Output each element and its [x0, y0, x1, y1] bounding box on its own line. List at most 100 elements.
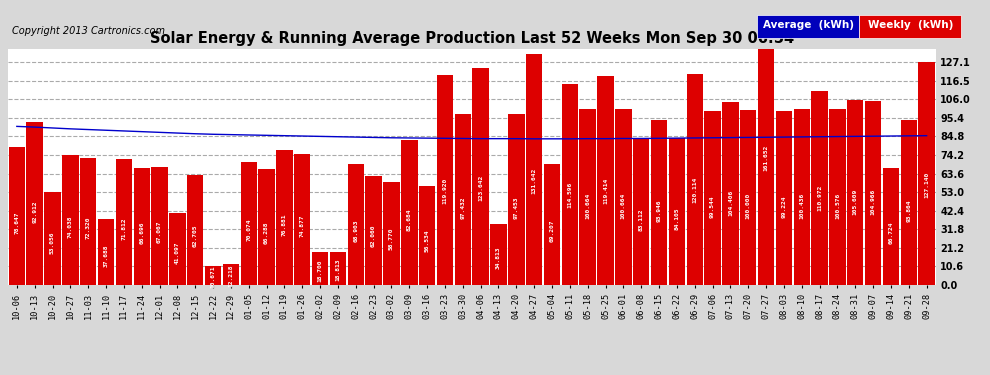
Text: 104.966: 104.966 — [870, 189, 875, 215]
Bar — [544, 164, 560, 285]
Text: 53.056: 53.056 — [50, 232, 55, 254]
Bar — [116, 159, 132, 285]
Text: 62.060: 62.060 — [371, 225, 376, 247]
Bar — [830, 109, 845, 285]
Text: Weekly  (kWh): Weekly (kWh) — [868, 20, 953, 30]
Text: 66.724: 66.724 — [888, 221, 893, 244]
Bar — [98, 219, 114, 285]
Bar — [741, 110, 756, 285]
Bar — [883, 168, 899, 285]
Bar — [812, 90, 828, 285]
Text: 99.544: 99.544 — [710, 195, 715, 218]
Bar — [704, 111, 721, 285]
Bar — [579, 109, 596, 285]
Bar — [901, 120, 917, 285]
Text: 66.288: 66.288 — [264, 222, 269, 244]
Text: 97.453: 97.453 — [514, 197, 519, 219]
Bar — [615, 109, 632, 285]
Bar — [597, 76, 614, 285]
Text: 123.642: 123.642 — [478, 174, 483, 201]
Bar — [365, 176, 382, 285]
Bar — [223, 264, 240, 285]
Text: 119.920: 119.920 — [443, 177, 447, 204]
Text: 97.432: 97.432 — [460, 197, 465, 219]
Text: 99.224: 99.224 — [781, 195, 786, 218]
Text: 100.000: 100.000 — [745, 193, 750, 219]
Text: 74.038: 74.038 — [68, 215, 73, 238]
Text: 161.652: 161.652 — [763, 144, 768, 171]
Bar — [205, 266, 222, 285]
Bar — [919, 62, 935, 285]
Text: 67.067: 67.067 — [157, 221, 162, 243]
Text: 70.074: 70.074 — [247, 219, 251, 241]
Text: 100.664: 100.664 — [621, 192, 626, 219]
Text: 62.705: 62.705 — [193, 224, 198, 247]
Text: 41.097: 41.097 — [175, 242, 180, 264]
Text: 76.881: 76.881 — [282, 213, 287, 236]
Text: 72.320: 72.320 — [86, 217, 91, 239]
Bar — [437, 75, 453, 285]
Text: 100.576: 100.576 — [835, 192, 840, 219]
Text: 110.972: 110.972 — [817, 184, 822, 211]
Bar — [758, 2, 774, 285]
Bar — [472, 68, 489, 285]
Text: 56.534: 56.534 — [425, 229, 430, 252]
Bar — [151, 168, 167, 285]
Bar — [169, 213, 185, 285]
Text: 69.207: 69.207 — [549, 219, 554, 242]
Bar — [80, 158, 96, 285]
Text: 93.864: 93.864 — [906, 200, 911, 222]
Bar — [383, 182, 400, 285]
Text: 78.647: 78.647 — [14, 212, 20, 234]
Bar — [794, 109, 810, 285]
Bar — [312, 252, 329, 285]
Bar — [330, 252, 346, 285]
Bar — [134, 168, 149, 285]
Bar — [686, 75, 703, 285]
Text: 18.700: 18.700 — [318, 259, 323, 282]
Bar — [561, 84, 578, 285]
Bar — [276, 150, 293, 285]
Text: 93.946: 93.946 — [656, 200, 661, 222]
Bar — [241, 162, 257, 285]
Title: Solar Energy & Running Average Production Last 52 Weeks Mon Sep 30 06:54: Solar Energy & Running Average Productio… — [149, 31, 794, 46]
Bar — [45, 192, 60, 285]
Bar — [508, 114, 525, 285]
Text: 18.813: 18.813 — [336, 259, 341, 281]
Text: 10.671: 10.671 — [211, 266, 216, 288]
Text: 66.696: 66.696 — [140, 221, 145, 244]
Bar — [454, 114, 471, 285]
Text: 82.684: 82.684 — [407, 209, 412, 231]
Bar — [419, 186, 436, 285]
Bar — [722, 102, 739, 285]
Bar — [27, 122, 43, 285]
Text: 74.877: 74.877 — [300, 215, 305, 237]
Text: 58.770: 58.770 — [389, 227, 394, 250]
Text: 92.912: 92.912 — [33, 201, 38, 223]
Text: 83.112: 83.112 — [639, 208, 644, 231]
Bar — [62, 155, 78, 285]
Bar — [865, 101, 881, 285]
Bar — [294, 154, 311, 285]
Text: 105.609: 105.609 — [852, 189, 857, 215]
Text: 119.414: 119.414 — [603, 178, 608, 204]
Text: 68.903: 68.903 — [353, 219, 358, 242]
Bar — [668, 138, 685, 285]
Bar — [650, 120, 667, 285]
Bar — [401, 140, 418, 285]
Text: 104.406: 104.406 — [728, 189, 733, 216]
Bar — [9, 147, 25, 285]
Text: 34.813: 34.813 — [496, 246, 501, 269]
Bar — [258, 169, 275, 285]
Text: 100.664: 100.664 — [585, 192, 590, 219]
Text: 12.218: 12.218 — [229, 264, 234, 286]
Bar — [847, 100, 863, 285]
Text: 71.812: 71.812 — [122, 217, 127, 240]
Text: 127.140: 127.140 — [924, 172, 930, 198]
Text: 114.596: 114.596 — [567, 182, 572, 208]
Bar — [347, 164, 364, 285]
Text: 37.688: 37.688 — [104, 244, 109, 267]
Bar — [633, 140, 649, 285]
Text: 100.436: 100.436 — [799, 193, 804, 219]
Bar — [526, 54, 543, 285]
